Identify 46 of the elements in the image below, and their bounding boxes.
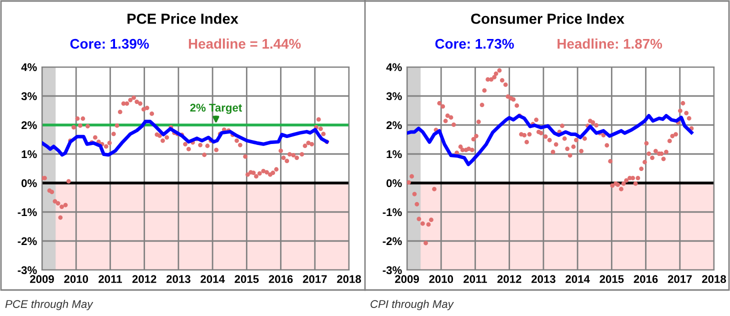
x-tick-label: 2013 xyxy=(166,275,190,284)
x-tick-label: 2011 xyxy=(464,275,487,284)
x-tick-label: 2012 xyxy=(132,275,156,284)
x-tick-label: 2017 xyxy=(668,275,692,284)
y-tick-label: 3% xyxy=(386,92,402,100)
x-tick-label: 2013 xyxy=(531,275,556,284)
x-tick-label: 2015 xyxy=(600,275,624,284)
y-tick-label: -2% xyxy=(18,237,37,246)
x-tick-label: 2014 xyxy=(566,275,590,284)
y-tick-label: -2% xyxy=(382,237,402,246)
x-tick-label: 2018 xyxy=(337,275,362,284)
y-tick-label: -3% xyxy=(382,266,402,274)
chart-title: PCE Price Index xyxy=(128,13,238,24)
y-tick-label: -1% xyxy=(18,208,37,216)
line-series xyxy=(407,114,694,166)
y-tick-label: 0% xyxy=(22,179,37,188)
text: Headline: 1.87% xyxy=(558,38,662,49)
y-tick-label: -3% xyxy=(18,266,37,274)
x-tick-label: 2017 xyxy=(302,275,327,284)
text: Headline = 1.44% xyxy=(188,38,301,49)
x-tick-label: 2016 xyxy=(268,275,293,284)
line-series xyxy=(42,120,329,157)
y-tick-label: 2% xyxy=(21,121,37,130)
x-tick-label: 2012 xyxy=(497,275,522,284)
text: Core: 1.73% xyxy=(435,38,514,49)
x-tick-label: 2010 xyxy=(64,275,88,284)
y-tick-label: 4% xyxy=(386,63,402,72)
x-tick-label: 2014 xyxy=(200,275,225,284)
y-tick-label: 3% xyxy=(21,92,37,100)
y-tick-label: 0% xyxy=(386,179,402,188)
x-tick-label: 2011 xyxy=(98,275,122,284)
text: CPI through May xyxy=(370,300,454,310)
y-tick-label: 1% xyxy=(22,150,37,158)
y-tick-label: 2% xyxy=(386,121,402,130)
x-tick-label: 2015 xyxy=(234,275,259,284)
x-tick-label: 2018 xyxy=(702,275,726,284)
x-tick-label: 2009 xyxy=(30,275,54,284)
y-tick-label: -1% xyxy=(382,208,402,216)
y-tick-label: 1% xyxy=(386,150,402,158)
x-tick-label: 2010 xyxy=(429,275,454,284)
y-tick-label: 4% xyxy=(21,63,37,72)
x-tick-label: 2009 xyxy=(395,275,419,284)
chart-title: Consumer Price Index xyxy=(471,13,624,24)
text: PCE through May xyxy=(5,300,94,310)
x-tick-label: 2016 xyxy=(634,275,658,284)
text: Core: 1.39% xyxy=(70,38,149,49)
